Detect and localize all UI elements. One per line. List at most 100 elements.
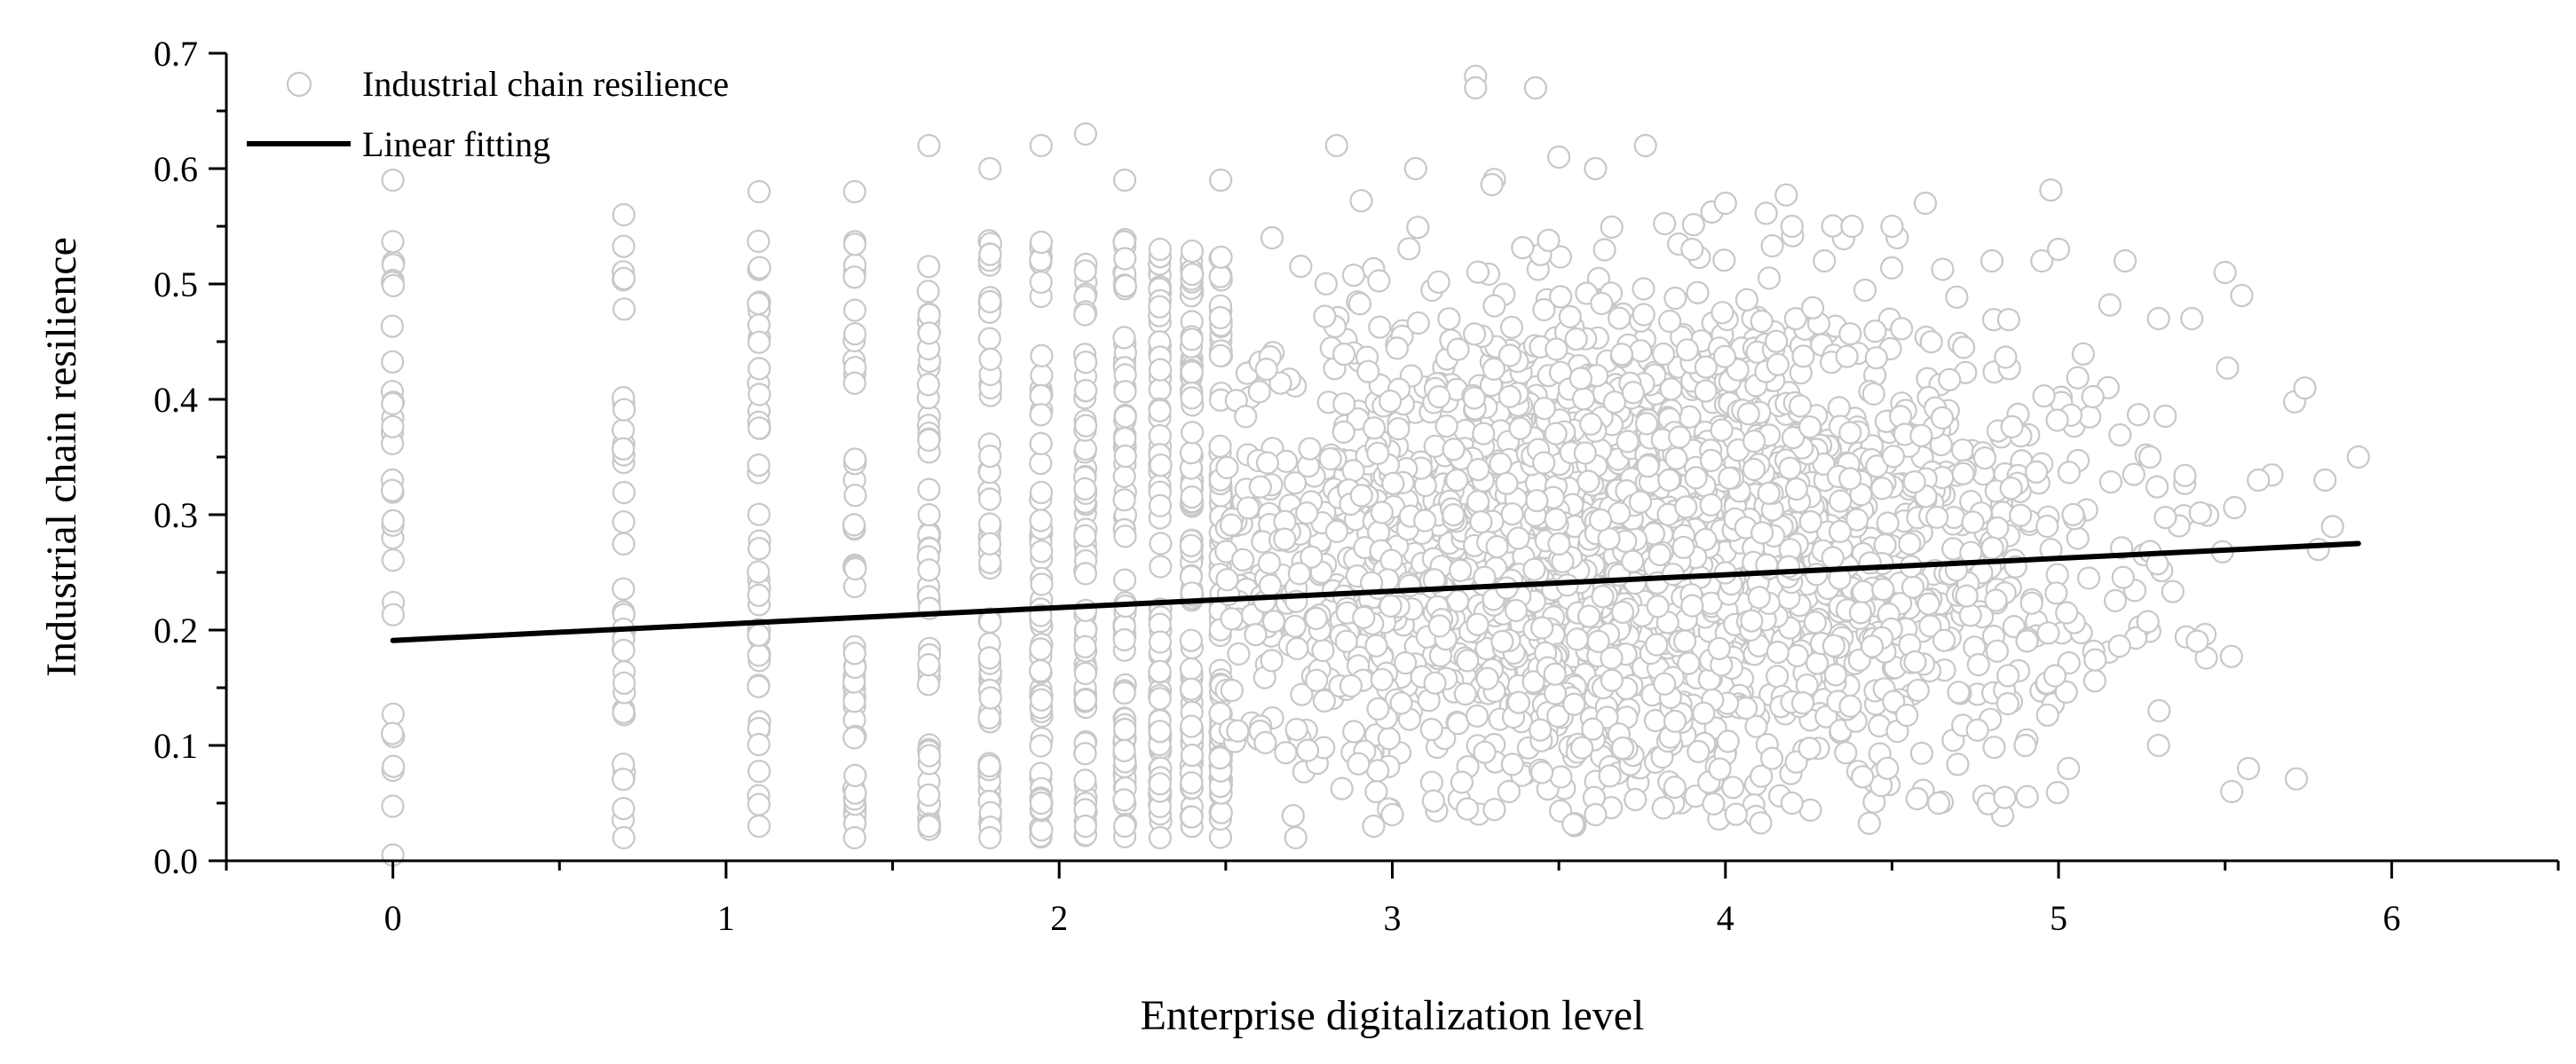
- scatter-point: [1821, 546, 1845, 570]
- scatter-point: [1800, 296, 1825, 319]
- scatter-point: [1848, 601, 1873, 625]
- scatter-point: [1300, 545, 1324, 569]
- scatter-point: [1840, 214, 1864, 239]
- scatter-point: [1255, 451, 1280, 475]
- scatter-point: [747, 792, 771, 816]
- scatter-point: [1148, 378, 1172, 402]
- scatter-point: [1464, 75, 1488, 100]
- scatter-point: [2145, 475, 2169, 499]
- scatter-point: [1508, 416, 1532, 440]
- scatter-point: [381, 414, 405, 438]
- scatter-point: [1406, 311, 1430, 335]
- scatter-point: [1029, 230, 1054, 255]
- scatter-point: [1588, 508, 1613, 532]
- scatter-point: [1112, 738, 1136, 763]
- scatter-point: [2081, 384, 2105, 409]
- scatter-point: [612, 480, 636, 505]
- scatter-point: [1504, 598, 1529, 623]
- scatter-point: [2019, 591, 2043, 615]
- scatter-point: [1112, 488, 1136, 512]
- scatter-point: [1290, 682, 1314, 706]
- scatter-point: [1663, 286, 1687, 311]
- scatter-point: [382, 273, 406, 297]
- scatter-point: [1208, 343, 1233, 367]
- scatter-point: [842, 233, 867, 256]
- scatter-point: [1113, 380, 1137, 404]
- scatter-point: [1149, 555, 1173, 579]
- scatter-point: [1362, 416, 1387, 440]
- scatter-point: [1597, 526, 1621, 551]
- scatter-point: [2055, 601, 2079, 625]
- scatter-point: [747, 291, 770, 316]
- scatter-point: [2083, 648, 2107, 672]
- scatter-point: [916, 673, 941, 697]
- scatter-point: [1699, 493, 1723, 517]
- scatter-point: [1073, 122, 1098, 146]
- scatter-point: [1148, 237, 1173, 262]
- scatter-point: [1462, 386, 1486, 410]
- scatter-point: [1180, 263, 1205, 287]
- scatter-point: [1562, 692, 1586, 716]
- scatter-point: [1586, 629, 1610, 653]
- scatter-point: [1179, 533, 1203, 557]
- scatter-point: [2030, 248, 2054, 273]
- scatter-point: [1529, 761, 1554, 784]
- scatter-point: [1999, 477, 2023, 500]
- scatter-point: [1445, 468, 1469, 493]
- scatter-point: [1148, 358, 1173, 382]
- scatter-point: [747, 502, 771, 526]
- scatter-point: [381, 230, 405, 254]
- scatter-point: [1838, 694, 1862, 718]
- scatter-point: [1876, 511, 1900, 535]
- scatter-point: [1633, 133, 1657, 158]
- scatter-point: [1946, 753, 1970, 776]
- scatter-point: [1148, 772, 1172, 796]
- scatter-point: [1880, 256, 1904, 280]
- scatter-point: [1379, 594, 1403, 619]
- scatter-point: [1387, 417, 1410, 441]
- scatter-point: [1113, 444, 1137, 469]
- scatter-point: [1113, 524, 1137, 548]
- scatter-point: [612, 796, 636, 821]
- scatter-point: [1744, 714, 1768, 738]
- scatter-point: [1788, 394, 1813, 418]
- x-tick-label: 0: [384, 898, 402, 938]
- scatter-point: [1757, 266, 1782, 290]
- scatter-point: [2114, 248, 2137, 273]
- scatter-point: [1747, 586, 1771, 610]
- scatter-point: [1465, 704, 1489, 728]
- scatter-point: [1675, 338, 1699, 362]
- scatter-point: [1112, 788, 1136, 812]
- x-tick-label: 5: [2050, 898, 2067, 938]
- scatter-point: [612, 638, 636, 663]
- scatter-point: [747, 229, 770, 253]
- scatter-point: [1482, 798, 1506, 822]
- scatter-point: [1490, 629, 1514, 654]
- scatter-point: [1497, 384, 1522, 408]
- scatter-point: [1180, 360, 1204, 384]
- scatter-point: [1600, 215, 1624, 239]
- scatter-point: [2188, 500, 2212, 525]
- scatter-point: [1543, 662, 1567, 686]
- scatter-point: [2313, 468, 2337, 493]
- scatter-point: [1311, 638, 1335, 663]
- scatter-point: [1982, 736, 2006, 760]
- scatter-point: [1686, 280, 1710, 304]
- scatter-point: [1657, 468, 1681, 493]
- scatter-point: [1565, 627, 1590, 651]
- scatter-point: [1790, 690, 1815, 715]
- scatter-point: [1857, 811, 1881, 835]
- scatter-point: [1525, 489, 1549, 513]
- scatter-point: [1423, 671, 1447, 695]
- scatter-point: [612, 671, 636, 695]
- scatter-point: [842, 298, 867, 322]
- scatter-point: [2054, 680, 2078, 705]
- scatter-point: [1995, 691, 2019, 716]
- scatter-point: [1244, 622, 1268, 647]
- scatter-point: [1073, 814, 1098, 839]
- scatter-point: [1499, 315, 1524, 339]
- scatter-point: [842, 322, 867, 346]
- scatter-point: [1149, 453, 1173, 477]
- scatter-point: [1546, 145, 1571, 169]
- scatter-point: [977, 327, 1001, 351]
